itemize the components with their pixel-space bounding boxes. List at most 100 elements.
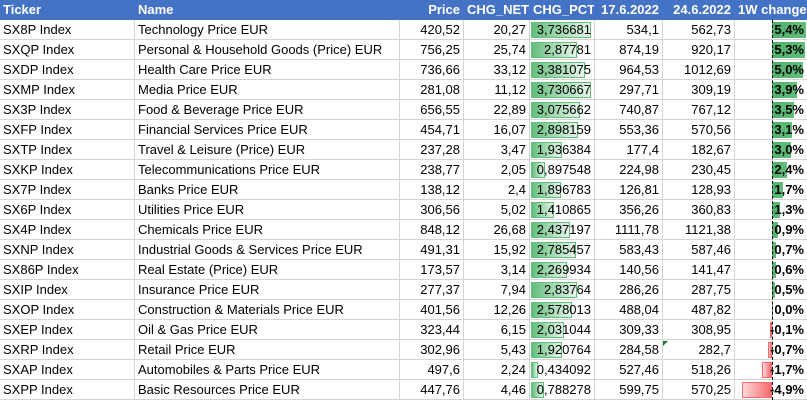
ticker-cell[interactable]: SXOP Index <box>0 300 135 320</box>
chg-net-cell[interactable]: 20,27 <box>464 20 530 40</box>
ticker-cell[interactable]: SXDP Index <box>0 60 135 80</box>
name-cell[interactable]: Chemicals Price EUR <box>135 220 400 240</box>
date2-cell[interactable]: 570,56 <box>663 120 735 140</box>
chg-pct-cell[interactable]: 3,730667 <box>530 80 595 100</box>
date1-cell[interactable]: 140,56 <box>595 260 663 280</box>
date1-cell[interactable]: 599,75 <box>595 380 663 400</box>
week-change-cell[interactable]: 5,3% <box>735 40 807 60</box>
date1-cell[interactable]: 534,1 <box>595 20 663 40</box>
price-cell[interactable]: 656,55 <box>400 100 464 120</box>
date1-cell[interactable]: 488,04 <box>595 300 663 320</box>
ticker-cell[interactable]: SX8P Index <box>0 20 135 40</box>
week-change-cell[interactable]: 2,4% <box>735 160 807 180</box>
date1-cell[interactable]: 740,87 <box>595 100 663 120</box>
chg-net-cell[interactable]: 2,24 <box>464 360 530 380</box>
price-cell[interactable]: 401,56 <box>400 300 464 320</box>
ticker-cell[interactable]: SX7P Index <box>0 180 135 200</box>
ticker-cell[interactable]: SXAP Index <box>0 360 135 380</box>
date2-cell[interactable]: 141,47 <box>663 260 735 280</box>
date1-cell[interactable]: 356,26 <box>595 200 663 220</box>
week-change-cell[interactable]: 0,9% <box>735 220 807 240</box>
ticker-cell[interactable]: SX3P Index <box>0 100 135 120</box>
price-cell[interactable]: 323,44 <box>400 320 464 340</box>
price-cell[interactable]: 237,28 <box>400 140 464 160</box>
date2-cell[interactable]: 360,83 <box>663 200 735 220</box>
ticker-cell[interactable]: SXTP Index <box>0 140 135 160</box>
chg-net-cell[interactable]: 33,12 <box>464 60 530 80</box>
header-chg-net[interactable]: CHG_NET <box>464 0 530 20</box>
date1-cell[interactable]: 177,4 <box>595 140 663 160</box>
header-ticker[interactable]: Ticker <box>0 0 135 20</box>
chg-pct-cell[interactable]: 3,736681 <box>530 20 595 40</box>
chg-net-cell[interactable]: 2,05 <box>464 160 530 180</box>
price-cell[interactable]: 238,77 <box>400 160 464 180</box>
price-cell[interactable]: 756,25 <box>400 40 464 60</box>
date2-cell[interactable]: 587,46 <box>663 240 735 260</box>
chg-pct-cell[interactable]: 1,410865 <box>530 200 595 220</box>
chg-net-cell[interactable]: 6,15 <box>464 320 530 340</box>
date2-cell[interactable]: 309,19 <box>663 80 735 100</box>
price-cell[interactable]: 497,6 <box>400 360 464 380</box>
week-change-cell[interactable]: 3,9% <box>735 80 807 100</box>
week-change-cell[interactable]: 3,0% <box>735 140 807 160</box>
name-cell[interactable]: Automobiles & Parts Price EUR <box>135 360 400 380</box>
date1-cell[interactable]: 309,33 <box>595 320 663 340</box>
week-change-cell[interactable]: -0,7% <box>735 340 807 360</box>
header-name[interactable]: Name <box>135 0 400 20</box>
price-cell[interactable]: 173,57 <box>400 260 464 280</box>
name-cell[interactable]: Media Price EUR <box>135 80 400 100</box>
week-change-cell[interactable]: -0,1% <box>735 320 807 340</box>
ticker-cell[interactable]: SXRP Index <box>0 340 135 360</box>
date1-cell[interactable]: 297,71 <box>595 80 663 100</box>
chg-pct-cell[interactable]: 1,896783 <box>530 180 595 200</box>
date1-cell[interactable]: 1111,78 <box>595 220 663 240</box>
chg-pct-cell[interactable]: 3,381075 <box>530 60 595 80</box>
header-week-change[interactable]: 1W change <box>735 0 807 20</box>
date1-cell[interactable]: 126,81 <box>595 180 663 200</box>
chg-pct-cell[interactable]: 2,578013 <box>530 300 595 320</box>
chg-pct-cell[interactable]: 2,437197 <box>530 220 595 240</box>
chg-net-cell[interactable]: 7,94 <box>464 280 530 300</box>
week-change-cell[interactable]: 1,7% <box>735 180 807 200</box>
chg-net-cell[interactable]: 3,47 <box>464 140 530 160</box>
ticker-cell[interactable]: SXQP Index <box>0 40 135 60</box>
week-change-cell[interactable]: 0,0% <box>735 300 807 320</box>
price-cell[interactable]: 736,66 <box>400 60 464 80</box>
chg-net-cell[interactable]: 12,26 <box>464 300 530 320</box>
chg-pct-cell[interactable]: 2,785457 <box>530 240 595 260</box>
date2-cell[interactable]: 1012,69 <box>663 60 735 80</box>
name-cell[interactable]: Industrial Goods & Services Price EUR <box>135 240 400 260</box>
week-change-cell[interactable]: 0,5% <box>735 280 807 300</box>
name-cell[interactable]: Banks Price EUR <box>135 180 400 200</box>
date2-cell[interactable]: 308,95 <box>663 320 735 340</box>
ticker-cell[interactable]: SX4P Index <box>0 220 135 240</box>
ticker-cell[interactable]: SXNP Index <box>0 240 135 260</box>
chg-pct-cell[interactable]: 2,87781 <box>530 40 595 60</box>
date2-cell[interactable]: 287,75 <box>663 280 735 300</box>
name-cell[interactable]: Financial Services Price EUR <box>135 120 400 140</box>
date2-cell[interactable]: 570,25 <box>663 380 735 400</box>
chg-pct-cell[interactable]: 2,031044 <box>530 320 595 340</box>
ticker-cell[interactable]: SX6P Index <box>0 200 135 220</box>
week-change-cell[interactable]: 3,1% <box>735 120 807 140</box>
date2-cell[interactable]: 128,93 <box>663 180 735 200</box>
name-cell[interactable]: Basic Resources Price EUR <box>135 380 400 400</box>
chg-pct-cell[interactable]: 2,898159 <box>530 120 595 140</box>
chg-net-cell[interactable]: 3,14 <box>464 260 530 280</box>
chg-pct-cell[interactable]: 1,920764 <box>530 340 595 360</box>
header-date2[interactable]: 24.6.2022 <box>663 0 735 20</box>
week-change-cell[interactable]: -1,7% <box>735 360 807 380</box>
date2-cell[interactable]: 920,17 <box>663 40 735 60</box>
name-cell[interactable]: Personal & Household Goods (Price) EUR <box>135 40 400 60</box>
chg-net-cell[interactable]: 22,89 <box>464 100 530 120</box>
ticker-cell[interactable]: SXEP Index <box>0 320 135 340</box>
price-cell[interactable]: 848,12 <box>400 220 464 240</box>
chg-pct-cell[interactable]: 2,269934 <box>530 260 595 280</box>
week-change-cell[interactable]: 5,0% <box>735 60 807 80</box>
chg-net-cell[interactable]: 25,74 <box>464 40 530 60</box>
week-change-cell[interactable]: 3,5% <box>735 100 807 120</box>
date2-cell[interactable]: 767,12 <box>663 100 735 120</box>
date1-cell[interactable]: 224,98 <box>595 160 663 180</box>
date1-cell[interactable]: 964,53 <box>595 60 663 80</box>
date1-cell[interactable]: 553,36 <box>595 120 663 140</box>
